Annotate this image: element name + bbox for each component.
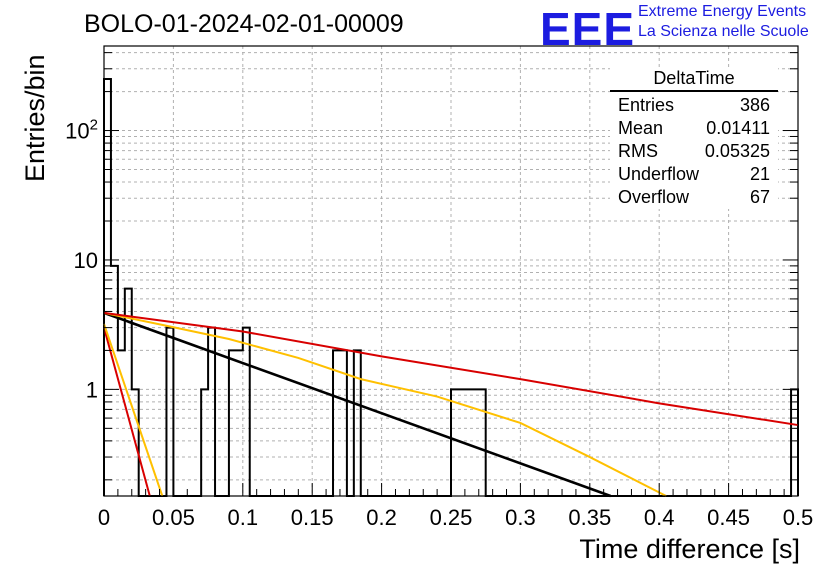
y-tick-label: 1	[86, 377, 98, 402]
stats-row: RMS 0.05325	[610, 140, 778, 163]
stats-label: Overflow	[618, 187, 690, 207]
fit-curve-4	[103, 327, 151, 497]
stats-label: Mean	[618, 118, 664, 138]
x-tick-label: 0	[98, 505, 110, 530]
y-axis-label: Entries/bin	[20, 54, 50, 182]
x-tick-label: 0.3	[505, 505, 536, 530]
x-tick-label: 0.25	[430, 505, 473, 530]
stats-row: Entries 386	[610, 94, 778, 117]
fit-curve-5	[103, 323, 164, 497]
x-tick-label: 0.15	[291, 505, 334, 530]
fit-curve-3	[103, 311, 799, 427]
stats-row: Mean 0.01411	[610, 117, 778, 140]
stats-value: 0.01411	[706, 118, 770, 138]
fit-curves	[103, 311, 799, 498]
stats-value: 0.05325	[704, 141, 770, 161]
stats-value: 21	[749, 164, 770, 184]
stats-label: RMS	[618, 141, 658, 161]
y-tick-label: 102	[65, 117, 98, 144]
fit-curve-2	[103, 311, 667, 497]
stats-row: Underflow 21	[610, 163, 778, 186]
chart-title: BOLO-01-2024-02-01-00009	[84, 10, 404, 38]
stats-title: DeltaTime	[610, 68, 778, 92]
stats-label: Entries	[618, 95, 675, 115]
x-tick-label: 0.05	[152, 505, 195, 530]
stats-row: Overflow 67	[610, 186, 778, 209]
x-tick-label: 0.1	[228, 505, 259, 530]
y-ticks: 1 10 102	[65, 52, 798, 481]
x-axis-label: Time difference [s]	[579, 534, 800, 564]
x-tick-label: 0.5	[783, 505, 814, 530]
x-ticks: 0 0.05 0.1 0.15 0.2 0.25 0.3 0.35 0.4 0.45 0.5	[98, 483, 813, 530]
logo-line-1: Extreme Energy Events	[638, 3, 807, 20]
stats-value: 67	[749, 187, 770, 207]
stats-value: 386	[739, 95, 770, 115]
y-tick-label: 10	[74, 248, 98, 273]
logo-line-2: La Scienza nelle Scuole	[638, 23, 809, 40]
x-tick-label: 0.4	[644, 505, 675, 530]
fit-curve-1	[103, 311, 612, 498]
x-tick-label: 0.35	[568, 505, 611, 530]
stats-label: Underflow	[618, 164, 700, 184]
eee-logo: EEE	[540, 3, 636, 55]
stats-box: DeltaTime Entries 386 Mean 0.01411 RMS 0.05…	[610, 68, 778, 209]
x-tick-label: 0.2	[366, 505, 397, 530]
x-tick-label: 0.45	[707, 505, 750, 530]
